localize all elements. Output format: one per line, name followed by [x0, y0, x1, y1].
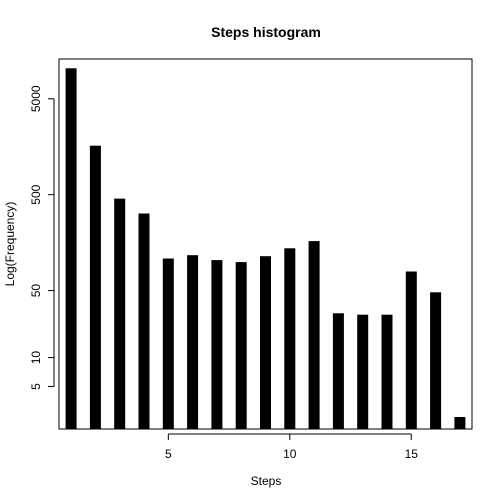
bar-5 [162, 258, 174, 429]
y-axis-label: Log(Frequency) [3, 202, 17, 287]
bar-10 [284, 248, 296, 429]
bar-16 [430, 292, 442, 429]
y-tick-label-500: 500 [29, 184, 43, 204]
x-tick-label-10: 10 [283, 447, 297, 461]
bar-6 [187, 255, 199, 429]
bar-13 [357, 314, 369, 429]
y-ticks-group: 5 10 50 500 5000 [29, 85, 54, 390]
bar-15 [405, 271, 417, 429]
y-tick-label-10: 10 [29, 351, 43, 365]
bar-7 [211, 260, 223, 429]
bar-17 [454, 417, 466, 429]
x-ticks-group: 5 10 15 [165, 434, 418, 461]
bar-2 [89, 145, 101, 429]
y-tick-label-5: 5 [29, 383, 43, 390]
bar-3 [114, 198, 126, 429]
y-tick-label-5000: 5000 [29, 85, 43, 112]
bar-9 [260, 256, 271, 429]
bar-14 [381, 314, 393, 429]
bar-4 [138, 213, 150, 429]
bar-1 [65, 68, 77, 430]
bar-12 [332, 313, 344, 429]
chart-title: Steps histogram [211, 24, 321, 40]
bar-8 [235, 262, 247, 429]
x-tick-label-5: 5 [165, 447, 172, 461]
bar-11 [308, 241, 320, 429]
bars-group [65, 68, 466, 430]
y-tick-label-50: 50 [29, 284, 43, 298]
x-tick-label-15: 15 [405, 447, 419, 461]
x-axis-label: Steps [251, 474, 282, 488]
